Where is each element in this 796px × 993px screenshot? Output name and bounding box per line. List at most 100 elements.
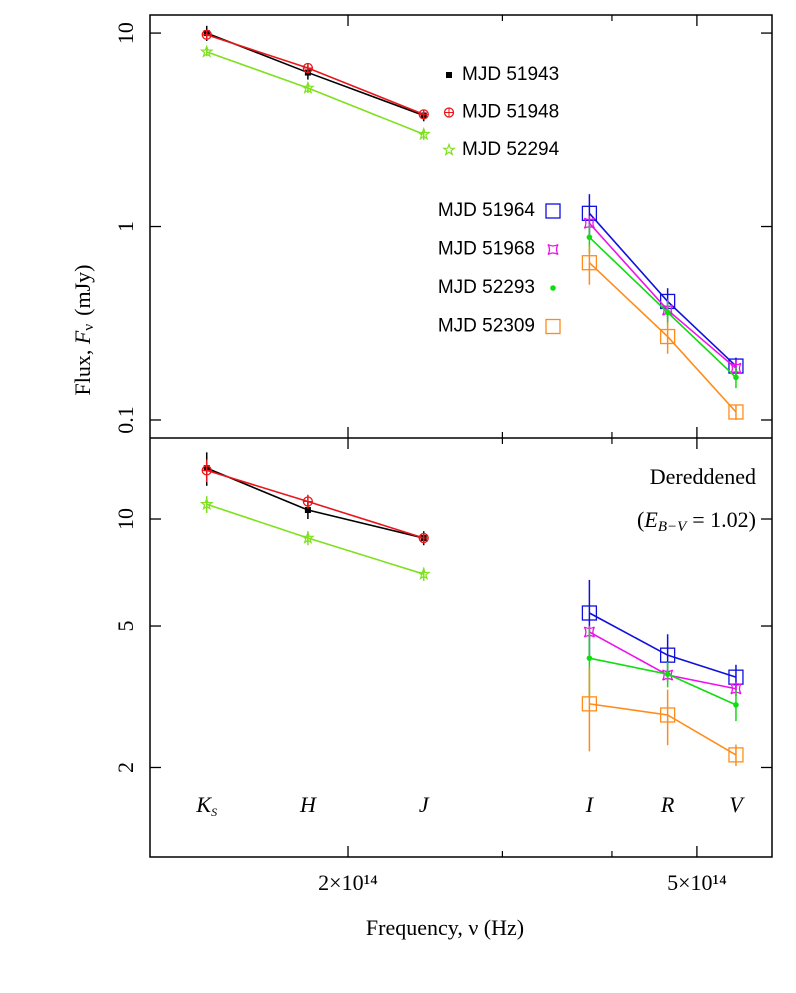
series: MJD 51948 — [201, 29, 559, 123]
band-label: H — [299, 792, 317, 817]
series-line — [589, 703, 737, 756]
series — [203, 452, 427, 546]
marker-cross — [419, 109, 429, 119]
series-line — [589, 657, 737, 706]
legend-label: MJD 52294 — [462, 139, 560, 160]
band-name: J — [419, 792, 430, 817]
legend-label: MJD 51943 — [462, 64, 559, 85]
annotation: Dereddened — [650, 464, 756, 489]
y-label-unit: (mJy) — [70, 265, 95, 316]
series — [586, 627, 739, 722]
marker — [442, 142, 456, 156]
band-name: V — [729, 792, 745, 817]
y-label-prefix: Flux, — [70, 350, 95, 396]
annotation-subscript: B−V — [658, 519, 688, 535]
marker-cross — [202, 465, 212, 475]
marker — [199, 44, 214, 58]
band-label: I — [585, 792, 595, 817]
marker — [728, 747, 744, 763]
y-tick-label: 1 — [113, 221, 138, 232]
series-line — [206, 469, 424, 539]
marker — [581, 696, 598, 712]
series-line — [206, 503, 424, 575]
band-name: R — [660, 792, 675, 817]
series — [581, 667, 744, 766]
y-label-subscript: ν — [81, 324, 97, 331]
band-name: H — [299, 792, 317, 817]
marker — [586, 655, 593, 661]
series — [581, 579, 744, 691]
marker-cross — [303, 497, 313, 507]
series-line — [588, 236, 737, 378]
marker — [581, 605, 598, 621]
marker-cross — [419, 533, 429, 543]
annotation-prefix: ( — [637, 507, 644, 532]
band-label: KS — [195, 792, 217, 819]
band-label: R — [660, 792, 675, 817]
marker — [733, 702, 739, 708]
marker — [300, 530, 315, 544]
marker — [733, 374, 739, 381]
series — [583, 625, 742, 696]
series: MJD 52294 — [199, 44, 560, 160]
y-axis-label: Flux, Fν (mJy) — [70, 265, 97, 396]
band-label: J — [419, 792, 430, 817]
marker — [547, 243, 559, 256]
series — [201, 459, 429, 544]
legend-label: MJD 52293 — [438, 277, 535, 298]
y-tick-label: 5 — [113, 621, 138, 632]
x-axis-label: Frequency, ν (Hz) — [366, 915, 524, 940]
marker — [730, 683, 742, 695]
legend-label: MJD 52309 — [438, 316, 535, 337]
marker — [550, 285, 556, 291]
band-name: I — [585, 792, 595, 817]
marker — [662, 669, 674, 681]
marker — [664, 309, 671, 316]
y-tick-label: 10 — [113, 508, 138, 530]
series — [199, 496, 431, 581]
marker — [662, 304, 674, 316]
marker — [730, 362, 742, 374]
marker — [664, 671, 671, 677]
marker-cross — [202, 30, 212, 40]
marker-cross — [444, 108, 454, 117]
marker-cross — [303, 63, 313, 73]
marker — [304, 507, 311, 514]
plot-frame — [149, 14, 773, 858]
series: MJD 52309 — [438, 245, 744, 420]
annotation-2: (EB−V = 1.02) — [637, 507, 756, 535]
series-line — [588, 262, 737, 413]
y-label-symbol: F — [70, 330, 95, 345]
legend-label: MJD 51968 — [438, 239, 535, 260]
series: MJD 52293 — [438, 224, 739, 389]
y-tick-label: 2 — [113, 762, 138, 773]
y-tick-label: 0.1 — [113, 406, 138, 434]
y-tick-label: 10 — [113, 22, 138, 44]
marker — [416, 126, 431, 141]
marker — [301, 80, 315, 94]
marker — [586, 234, 593, 241]
marker — [545, 203, 561, 219]
legend-label: MJD 51948 — [462, 102, 559, 123]
marker — [659, 328, 676, 345]
marker — [583, 217, 595, 229]
legend-label: MJD 51964 — [438, 200, 536, 221]
marker — [728, 404, 744, 420]
marker — [659, 707, 676, 723]
marker — [581, 255, 598, 271]
x-tick-label: 5×10¹⁴ — [667, 870, 727, 895]
series-line — [589, 612, 737, 678]
series-line — [206, 51, 425, 135]
annotation-symbol: E — [643, 507, 658, 532]
marker — [199, 496, 214, 511]
marker — [583, 626, 595, 638]
marker — [545, 318, 561, 335]
band-subscript: S — [211, 805, 217, 819]
annotation-text: = 1.02) — [692, 507, 756, 532]
marker — [416, 566, 431, 580]
marker — [446, 72, 452, 78]
band-label: V — [729, 792, 745, 817]
band-name: K — [195, 792, 212, 817]
x-tick-label: 2×10¹⁴ — [318, 870, 378, 895]
